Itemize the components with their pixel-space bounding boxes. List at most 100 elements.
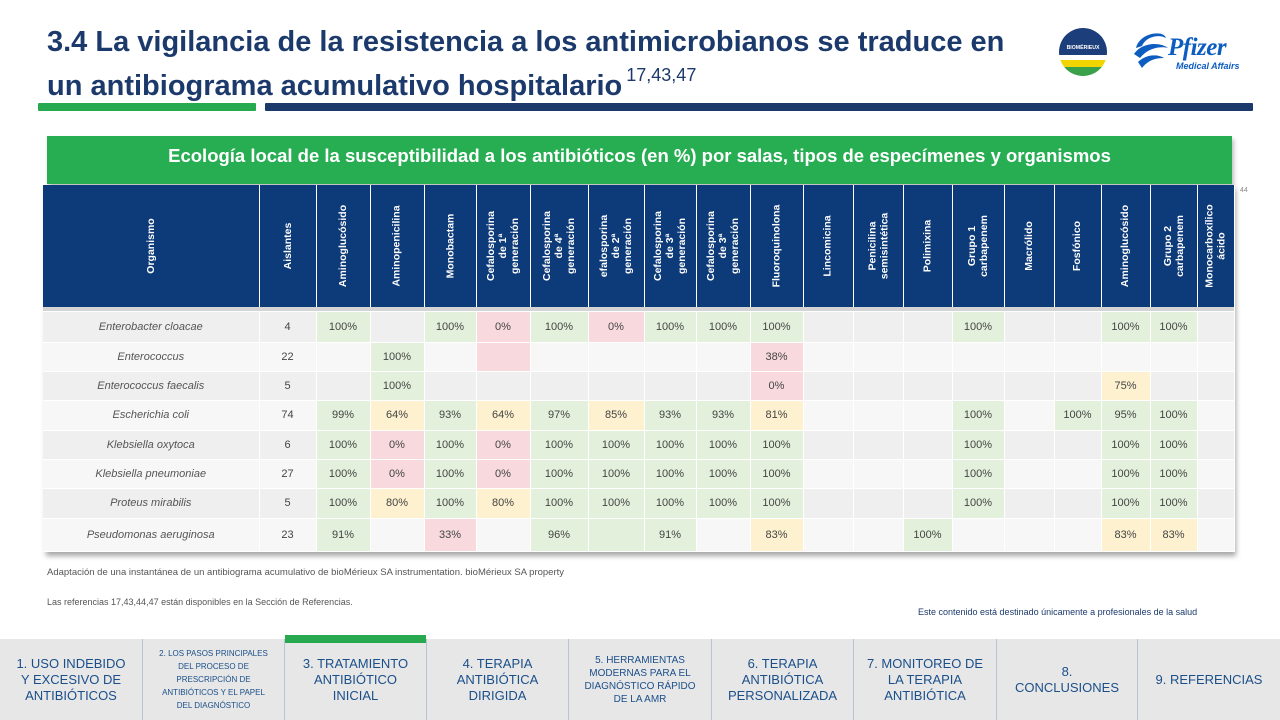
isolates-cell: 23	[259, 518, 317, 552]
title-refs: 17,43,47	[626, 65, 697, 85]
susceptibility-cell	[952, 342, 1005, 372]
susceptibility-cell: 100%	[588, 488, 645, 519]
table-banner: Ecología local de la susceptibilidad a l…	[47, 136, 1232, 184]
susceptibility-cell: 100%	[1150, 311, 1198, 343]
column-header: Monobactam	[424, 185, 477, 307]
susceptibility-cell: 99%	[316, 400, 371, 431]
nav-item-4[interactable]: 4. TERAPIA ANTIBIÓTICA DIRIGIDA	[427, 639, 569, 720]
susceptibility-cell	[644, 371, 697, 401]
susceptibility-cell	[530, 342, 589, 372]
susceptibility-cell: 83%	[1150, 518, 1198, 552]
biomerieux-logo-text: BIOMÉRIEUX	[1067, 43, 1100, 51]
susceptibility-cell	[1197, 459, 1235, 489]
susceptibility-cell: 83%	[750, 518, 804, 552]
column-header-label: Cefalosporina de 4ª generación	[541, 210, 578, 282]
susceptibility-cell: 100%	[424, 311, 477, 343]
antibiogram-table-wrapper: Organismo Aislantes Aminoglucósido Aminopen…	[43, 185, 1235, 552]
table-row: Enterococcus faecalis 5 100% 0% 75%	[43, 371, 1235, 401]
susceptibility-cell	[1197, 342, 1235, 372]
column-header-label: efalosporina de 2ª generación	[598, 214, 634, 278]
column-header-label: Cefalosporina de 3ª generación	[652, 210, 689, 282]
susceptibility-cell: 38%	[750, 342, 804, 372]
isolates-cell: 74	[259, 400, 317, 431]
susceptibility-cell: 100%	[1101, 430, 1151, 460]
susceptibility-cell: 100%	[952, 459, 1005, 489]
susceptibility-cell: 100%	[370, 371, 425, 401]
susceptibility-cell: 100%	[1101, 488, 1151, 519]
susceptibility-cell: 100%	[750, 311, 804, 343]
susceptibility-cell: 81%	[750, 400, 804, 431]
susceptibility-cell	[803, 430, 854, 460]
susceptibility-cell	[903, 400, 953, 431]
column-header: Cefalosporina de 3ª generación	[696, 185, 751, 307]
susceptibility-cell: 100%	[1150, 459, 1198, 489]
susceptibility-cell: 100%	[750, 459, 804, 489]
susceptibility-cell	[1004, 488, 1055, 519]
antibiogram-table: Organismo Aislantes Aminoglucósido Aminopen…	[43, 185, 1235, 552]
susceptibility-cell	[1054, 371, 1102, 401]
column-header: Organismo	[43, 185, 260, 307]
susceptibility-cell	[853, 459, 904, 489]
susceptibility-cell	[903, 430, 953, 460]
table-row: Klebsiella pneumoniae 27 100% 0% 100% 0% 100% 1…	[43, 459, 1235, 489]
susceptibility-cell	[853, 488, 904, 519]
column-header: Monocarboxílico ácido	[1197, 185, 1235, 307]
title-text: 3.4 La vigilancia de la resistencia a lo…	[47, 26, 1005, 102]
susceptibility-cell	[903, 488, 953, 519]
nav-item-label: 4. TERAPIA ANTIBIÓTICA DIRIGIDA	[456, 655, 539, 703]
susceptibility-cell: 100%	[424, 430, 477, 460]
susceptibility-cell: 83%	[1101, 518, 1151, 552]
column-header-label: Macrólido	[1023, 221, 1035, 271]
column-header: Penicilina semisintética	[853, 185, 904, 307]
susceptibility-cell	[903, 311, 953, 343]
susceptibility-cell	[696, 371, 751, 401]
isolates-cell: 6	[259, 430, 317, 460]
nav-item-3[interactable]: 3. TRATAMIENTO ANTIBIÓTICO INICIAL	[285, 635, 427, 720]
nav-item-6[interactable]: 6. TERAPIA ANTIBIÓTICA PERSONALIZADA	[712, 639, 854, 720]
susceptibility-cell: 100%	[644, 311, 697, 343]
nav-item-2[interactable]: 2. LOS PASOS PRINCIPALES DEL PROCESO DE …	[143, 639, 285, 720]
column-header: Grupo 2 carbapenem	[1150, 185, 1198, 307]
column-header: Cefalosporina de 4ª generación	[530, 185, 589, 307]
susceptibility-cell	[1197, 400, 1235, 431]
susceptibility-cell	[588, 342, 645, 372]
susceptibility-cell: 100%	[750, 430, 804, 460]
column-header: efalosporina de 2ª generación	[588, 185, 645, 307]
susceptibility-cell: 100%	[1150, 488, 1198, 519]
biomerieux-logo: BIOMÉRIEUX	[1058, 27, 1108, 77]
susceptibility-cell: 0%	[476, 430, 531, 460]
susceptibility-cell	[803, 488, 854, 519]
susceptibility-cell: 100%	[644, 459, 697, 489]
column-header: Aminoglucósido	[1101, 185, 1151, 307]
nav-item-label: 7. MONITOREO DE LA TERAPIA ANTIBIÓTICA	[866, 655, 984, 703]
nav-item-1[interactable]: 1. USO INDEBIDO Y EXCESIVO DE ANTIBIÓTIC…	[0, 639, 143, 720]
susceptibility-cell	[1004, 430, 1055, 460]
susceptibility-cell	[370, 518, 425, 552]
susceptibility-cell: 0%	[476, 459, 531, 489]
column-header-label: Penicilina semisintética	[866, 212, 890, 280]
susceptibility-cell: 100%	[1054, 400, 1102, 431]
nav-item-8[interactable]: 8. CONCLUSIONES	[997, 639, 1138, 720]
susceptibility-cell: 93%	[696, 400, 751, 431]
susceptibility-cell	[903, 371, 953, 401]
column-header-label: Lincomicina	[822, 215, 835, 277]
biomerieux-logo-icon: BIOMÉRIEUX	[1059, 28, 1107, 76]
susceptibility-cell	[853, 342, 904, 372]
nav-item-9[interactable]: 9. REFERENCIAS	[1138, 639, 1280, 720]
nav-item-label: 9. REFERENCIAS	[1155, 671, 1263, 687]
column-header-label: Cefalosporina de 3ª generación	[705, 210, 742, 282]
susceptibility-cell	[903, 459, 953, 489]
column-header-label: Monobactam	[444, 213, 457, 279]
nav-item-label: 3. TRATAMIENTO ANTIBIÓTICO INICIAL	[302, 655, 409, 703]
nav-item-7[interactable]: 7. MONITOREO DE LA TERAPIA ANTIBIÓTICA	[854, 639, 997, 720]
susceptibility-cell	[1004, 400, 1055, 431]
header-separator-cell	[43, 307, 1235, 312]
susceptibility-cell	[1101, 342, 1151, 372]
susceptibility-cell	[1054, 430, 1102, 460]
susceptibility-cell: 100%	[530, 459, 589, 489]
pfizer-logo: Pfizer Medical Affairs	[1130, 28, 1240, 71]
table-row: Enterococcus 22 100% 38%	[43, 342, 1235, 372]
nav-item-5[interactable]: 5. HERRAMIENTAS MODERNAS PARA EL DIAGNÓS…	[569, 639, 712, 720]
title-underline-green	[38, 103, 256, 111]
susceptibility-cell	[476, 371, 531, 401]
